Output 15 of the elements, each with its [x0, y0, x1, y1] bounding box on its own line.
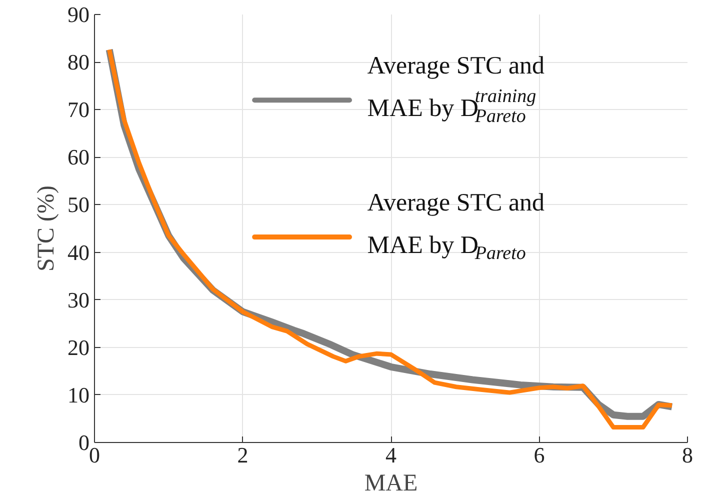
y-tick-label: 50: [68, 192, 90, 218]
x-axis-title: MAE: [364, 470, 418, 496]
y-tick-label: 80: [68, 50, 90, 75]
x-tick-label: 8: [682, 442, 693, 468]
y-tick-label: 70: [68, 97, 90, 122]
x-tick-label: 4: [386, 442, 396, 468]
y-tick-label: 60: [68, 144, 90, 170]
y-tick-label: 20: [68, 334, 90, 360]
x-tick-label: 2: [237, 442, 248, 468]
y-axis-title: STC (%): [34, 185, 60, 272]
y-tick-label: 90: [68, 2, 90, 27]
y-tick-label: 30: [68, 287, 90, 312]
y-tick-label: 10: [68, 382, 90, 408]
y-tick-label: 40: [68, 240, 90, 265]
x-tick-label: 6: [534, 442, 545, 468]
